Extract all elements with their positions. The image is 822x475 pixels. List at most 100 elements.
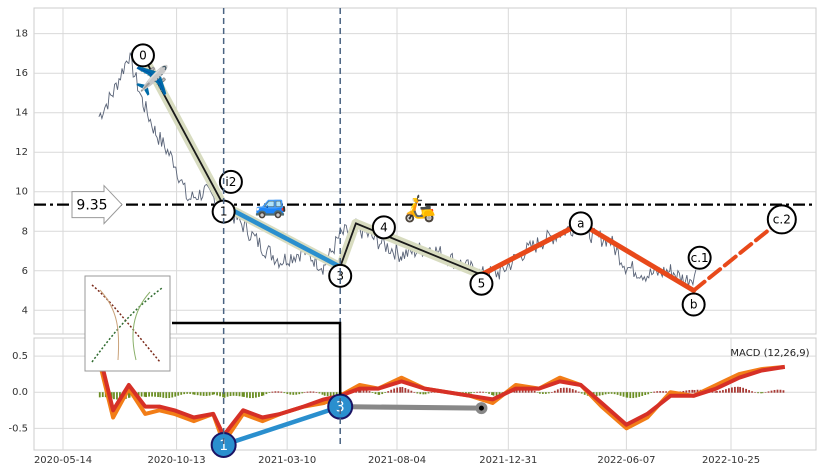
histogram-bar — [315, 392, 318, 393]
price-y-tick-label: 4 — [22, 305, 28, 316]
wave-point-label: 5 — [478, 277, 486, 291]
histogram-bar — [688, 390, 691, 393]
wave-point-marker — [218, 169, 243, 194]
histogram-bar — [742, 387, 745, 393]
histogram-bar — [685, 390, 688, 393]
histogram-bar — [261, 392, 263, 396]
histogram-bar — [368, 391, 371, 393]
histogram-bar — [691, 389, 694, 393]
histogram-bar — [728, 388, 730, 393]
histogram-bar — [145, 392, 147, 398]
histogram-bar — [390, 389, 393, 393]
x-tick-label: 2021-03-10 — [258, 455, 316, 466]
histogram-bar — [199, 392, 202, 396]
histogram-bar — [495, 392, 498, 396]
histogram-bar — [533, 390, 536, 393]
histogram-bar — [232, 392, 235, 396]
histogram-bar — [192, 392, 195, 395]
histogram-bar — [638, 392, 641, 397]
histogram-bar — [725, 389, 727, 393]
level-arrow-label-shape — [71, 184, 123, 225]
macd-divergence-dot — [478, 405, 484, 411]
histogram-bar — [467, 392, 470, 394]
histogram-bar — [407, 389, 410, 393]
histogram-bar — [381, 392, 384, 395]
histogram-bar — [262, 392, 265, 396]
histogram-bar — [180, 392, 183, 395]
histogram-bar — [154, 392, 156, 397]
price-y-tick-label: 14 — [15, 108, 28, 119]
wave-point-label: 4 — [380, 220, 388, 234]
signal-line — [96, 352, 786, 438]
inset-curve — [132, 291, 151, 361]
wave-point-marker — [681, 292, 706, 317]
histogram-bar — [470, 392, 473, 394]
histogram-bar — [731, 387, 733, 393]
histogram-bar — [748, 390, 750, 393]
histogram-bar — [682, 390, 685, 393]
correction-wave-line — [578, 220, 697, 294]
histogram-bar — [332, 392, 335, 397]
histogram-bar — [365, 389, 368, 393]
histogram-bar — [396, 387, 399, 393]
macd-y-tick-label: 0.0 — [12, 387, 28, 398]
histogram-bar — [159, 392, 162, 398]
histogram-bar — [577, 391, 580, 393]
price-y-tick-label: 6 — [22, 266, 28, 277]
histogram-bar — [616, 392, 619, 395]
impulse-wave-line — [142, 54, 225, 207]
wave-1-3-line — [221, 203, 343, 270]
histogram-bar — [162, 392, 165, 398]
histogram-bar — [174, 392, 177, 397]
histogram-bar — [776, 389, 779, 393]
histogram-bar — [183, 392, 186, 395]
wave-point-marker — [766, 204, 797, 235]
x-tick-label: 2020-10-13 — [148, 455, 206, 466]
wave-point-label: 3 — [336, 269, 344, 283]
histogram-bar — [739, 386, 742, 393]
histogram-bar — [424, 392, 427, 395]
histogram-bar — [650, 392, 653, 393]
histogram-bar — [719, 390, 721, 393]
histogram-bar — [485, 392, 487, 393]
histogram-bar — [613, 392, 616, 395]
histogram-bar — [399, 387, 402, 393]
histogram-bar — [571, 389, 574, 393]
histogram-bar — [303, 392, 306, 393]
airplane-icon: ✈️ — [135, 63, 170, 97]
histogram-bar — [538, 392, 541, 394]
histogram-bar — [98, 392, 101, 398]
histogram-bar — [427, 392, 430, 394]
x-tick-label: 2022-06-07 — [597, 455, 655, 466]
connector-line — [172, 321, 342, 395]
histogram-bar — [321, 392, 324, 395]
histogram-bar — [274, 391, 277, 393]
histogram-bar — [544, 392, 547, 394]
histogram-bar — [515, 388, 518, 393]
histogram-bar — [137, 392, 140, 397]
histogram-bar — [583, 392, 586, 395]
histogram-bar — [782, 390, 785, 393]
price-y-tick-label: 18 — [15, 29, 28, 40]
x-tick-label: 2020-05-14 — [34, 455, 92, 466]
histogram-bar — [286, 392, 289, 394]
histogram-bar — [745, 388, 747, 393]
price-y-tick-label: 12 — [15, 147, 28, 158]
histogram-bar — [659, 391, 662, 393]
histogram-bar — [378, 392, 381, 395]
histogram-bar — [329, 392, 332, 397]
histogram-bar — [635, 392, 638, 398]
histogram-bar — [422, 392, 425, 395]
histogram-bar — [404, 388, 407, 393]
histogram-bar — [243, 392, 245, 397]
macd-title: MACD (12,26,9) — [730, 348, 809, 359]
annotation-overlay — [84, 8, 342, 448]
macd-wave-line — [222, 404, 341, 448]
histogram-bar — [213, 392, 215, 395]
histogram-bar — [309, 391, 312, 393]
histogram-bar — [550, 392, 553, 393]
macd-y-tick-label: -0.5 — [8, 423, 28, 434]
histogram-bar — [761, 392, 764, 394]
histogram-bar — [292, 392, 295, 395]
histogram-bar — [622, 392, 625, 397]
